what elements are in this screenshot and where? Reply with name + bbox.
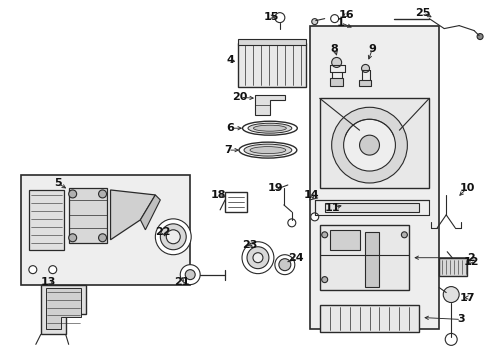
Text: 7: 7 — [224, 145, 232, 155]
Bar — [330, 78, 343, 86]
Text: 1: 1 — [337, 18, 344, 28]
Text: 2: 2 — [467, 253, 475, 263]
Text: 23: 23 — [242, 240, 258, 250]
Circle shape — [477, 33, 483, 40]
Text: 22: 22 — [155, 227, 171, 237]
Polygon shape — [111, 190, 155, 240]
Circle shape — [49, 266, 57, 274]
Bar — [21, 175, 190, 285]
Text: 10: 10 — [460, 183, 475, 193]
Text: 20: 20 — [232, 92, 248, 102]
Circle shape — [247, 247, 269, 269]
Bar — [69, 188, 106, 243]
Bar — [359, 80, 370, 86]
Circle shape — [332, 58, 342, 67]
Text: 16: 16 — [339, 10, 354, 20]
Text: 25: 25 — [416, 8, 431, 18]
Circle shape — [185, 270, 195, 280]
Ellipse shape — [253, 125, 286, 131]
Bar — [439, 258, 467, 276]
Circle shape — [275, 255, 295, 275]
Circle shape — [275, 13, 285, 23]
Circle shape — [98, 234, 106, 242]
Text: 3: 3 — [457, 314, 465, 324]
Text: 5: 5 — [54, 178, 62, 188]
Circle shape — [312, 19, 318, 24]
Circle shape — [360, 135, 379, 155]
Ellipse shape — [250, 147, 286, 154]
Bar — [319, 225, 409, 289]
Ellipse shape — [248, 123, 292, 133]
Polygon shape — [255, 95, 285, 115]
Ellipse shape — [244, 144, 292, 156]
Bar — [238, 39, 306, 45]
Ellipse shape — [239, 142, 297, 158]
Text: 14: 14 — [304, 190, 319, 200]
Circle shape — [401, 232, 407, 238]
Text: 17: 17 — [460, 293, 475, 302]
Circle shape — [253, 253, 263, 263]
Bar — [319, 305, 419, 332]
Ellipse shape — [243, 121, 297, 135]
Text: 9: 9 — [368, 44, 376, 54]
Circle shape — [155, 219, 191, 255]
Bar — [325, 203, 419, 212]
Circle shape — [332, 107, 407, 183]
Polygon shape — [141, 195, 160, 230]
Text: 6: 6 — [226, 123, 234, 133]
Text: 21: 21 — [174, 276, 190, 287]
Circle shape — [279, 259, 291, 271]
Circle shape — [288, 219, 296, 227]
Bar — [29, 190, 64, 250]
Text: 11: 11 — [325, 203, 341, 213]
Bar — [319, 98, 429, 188]
Text: 12: 12 — [464, 257, 479, 267]
Bar — [310, 26, 439, 329]
Text: 24: 24 — [288, 253, 304, 263]
Circle shape — [331, 15, 339, 23]
Circle shape — [180, 265, 200, 285]
Text: 18: 18 — [210, 190, 226, 200]
Bar — [225, 192, 247, 212]
Circle shape — [362, 64, 369, 72]
Circle shape — [242, 242, 274, 274]
Circle shape — [69, 234, 76, 242]
Circle shape — [69, 190, 76, 198]
Polygon shape — [46, 288, 81, 329]
Bar — [365, 232, 379, 287]
Circle shape — [322, 232, 328, 238]
Polygon shape — [41, 285, 86, 334]
Bar — [238, 42, 306, 87]
Circle shape — [98, 190, 106, 198]
Text: 15: 15 — [263, 12, 279, 22]
Circle shape — [322, 276, 328, 283]
Circle shape — [29, 266, 37, 274]
Text: 19: 19 — [268, 183, 284, 193]
Text: 4: 4 — [226, 55, 234, 66]
Circle shape — [311, 213, 319, 221]
Bar — [330, 230, 360, 250]
Circle shape — [160, 224, 186, 250]
Circle shape — [166, 230, 180, 244]
Text: 8: 8 — [331, 44, 339, 54]
Circle shape — [445, 333, 457, 345]
Text: 13: 13 — [41, 276, 56, 287]
Circle shape — [343, 119, 395, 171]
Circle shape — [443, 287, 459, 302]
